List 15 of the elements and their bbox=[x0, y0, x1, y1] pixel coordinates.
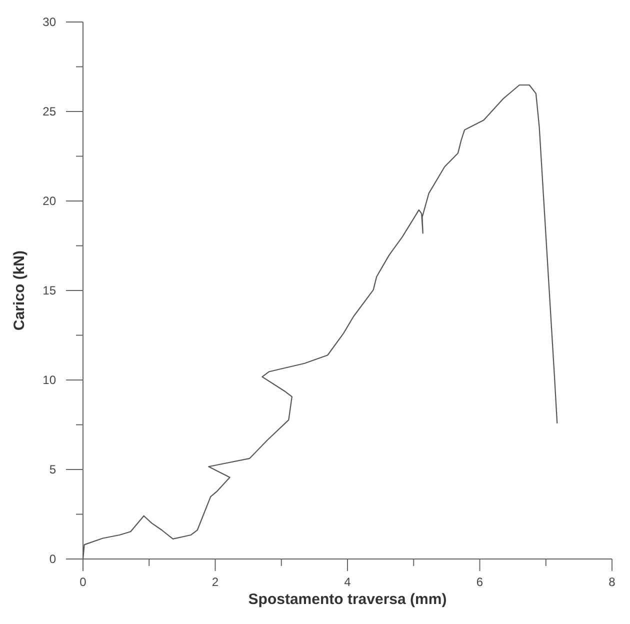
y-tick-label: 15 bbox=[42, 284, 56, 298]
y-tick-label: 0 bbox=[49, 552, 56, 566]
y-tick-label: 5 bbox=[49, 462, 56, 477]
y-tick-label: 10 bbox=[42, 373, 56, 388]
y-axis-title: Carico (kN) bbox=[11, 250, 28, 331]
x-tick-label: 2 bbox=[212, 575, 219, 589]
y-tick-label: 25 bbox=[42, 104, 56, 119]
line-series bbox=[82, 84, 558, 560]
y-tick-label: 20 bbox=[42, 194, 56, 208]
x-tick-label: 6 bbox=[476, 575, 484, 589]
x-axis-title: Spostamento traversa (mm) bbox=[248, 591, 447, 608]
x-tick-label: 0 bbox=[80, 575, 87, 589]
y-tick-label: 30 bbox=[42, 15, 56, 30]
x-tick-label: 4 bbox=[344, 575, 352, 589]
x-tick-label: 8 bbox=[608, 575, 616, 589]
